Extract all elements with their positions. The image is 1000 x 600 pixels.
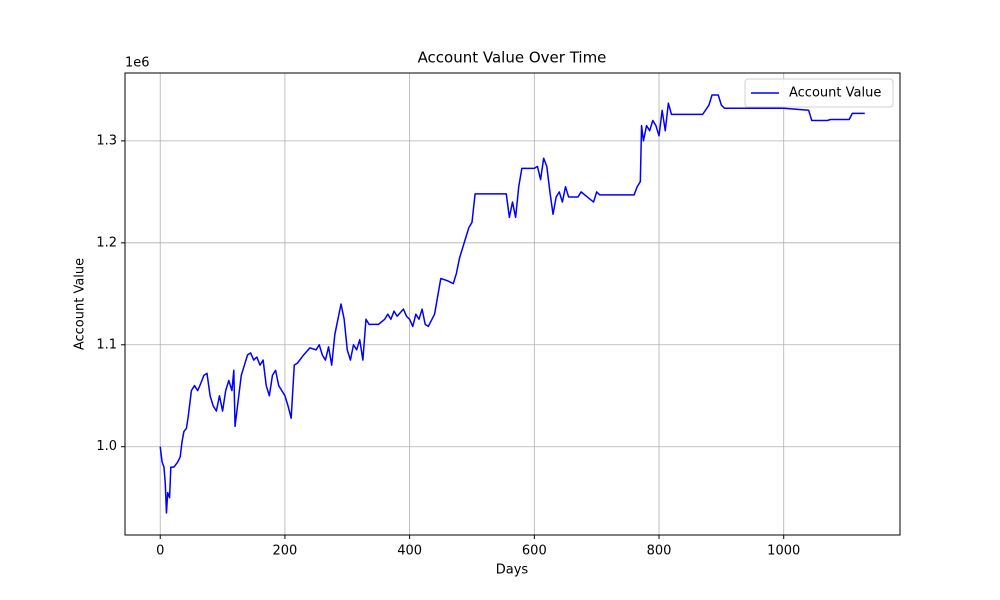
legend-box xyxy=(744,78,894,108)
x-tick-label: 200 xyxy=(273,544,298,559)
y-tick-label: 1.1 xyxy=(96,337,117,352)
y-offset-label: 1e6 xyxy=(125,56,150,71)
y-tick-label: 1.2 xyxy=(96,235,117,250)
x-tick-label: 600 xyxy=(522,544,547,559)
y-tick-label: 1.3 xyxy=(96,133,117,148)
x-tick-label: 0 xyxy=(156,544,164,559)
data-line xyxy=(159,94,865,514)
plot-frame xyxy=(124,72,901,536)
x-tick-label: 400 xyxy=(397,544,422,559)
chart-title: Account Value Over Time xyxy=(418,49,607,67)
x-axis-label: Days xyxy=(496,563,529,578)
legend-label: Account Value xyxy=(789,86,881,101)
x-tick-label: 1000 xyxy=(767,544,800,559)
y-tick-label: 1.0 xyxy=(96,439,117,454)
y-axis-label: Account Value xyxy=(73,258,88,350)
x-tick-label: 800 xyxy=(647,544,672,559)
